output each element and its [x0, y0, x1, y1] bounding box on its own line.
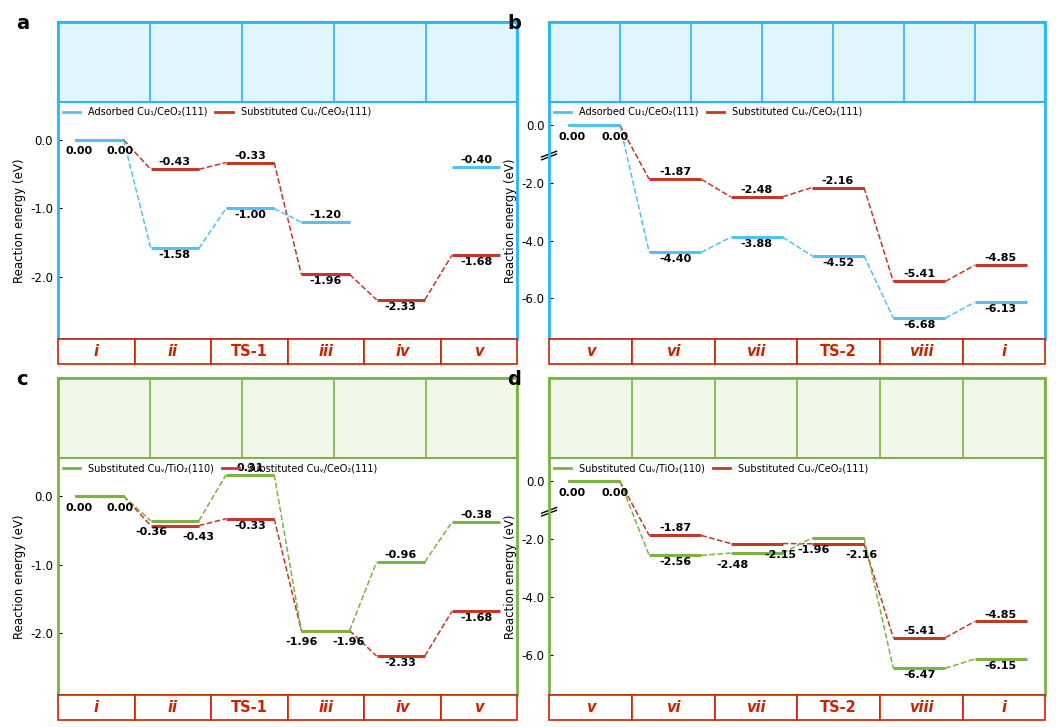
- Y-axis label: Reaction energy (eV): Reaction energy (eV): [13, 515, 26, 639]
- Text: 0.00: 0.00: [559, 488, 586, 498]
- Y-axis label: Reaction energy (eV): Reaction energy (eV): [504, 515, 517, 639]
- Y-axis label: Reaction energy (eV): Reaction energy (eV): [13, 158, 26, 283]
- Text: -2.16: -2.16: [846, 550, 878, 561]
- Text: 0.00: 0.00: [107, 502, 134, 513]
- Text: ii: ii: [168, 344, 177, 358]
- Text: -1.96: -1.96: [333, 637, 365, 647]
- Text: 0.00: 0.00: [65, 502, 92, 513]
- Text: vii: vii: [747, 700, 766, 715]
- Legend: Substituted Cuᵥ/TiO₂(110), Substituted Cuᵥ/CeO₂(111): Substituted Cuᵥ/TiO₂(110), Substituted C…: [59, 459, 381, 477]
- Text: -0.36: -0.36: [135, 527, 168, 537]
- Text: v: v: [586, 344, 596, 358]
- Text: -2.48: -2.48: [717, 560, 749, 569]
- Text: vi: vi: [666, 700, 680, 715]
- Legend: Adsorbed Cu₁/CeO₂(111), Substituted Cuᵥ/CeO₂(111): Adsorbed Cu₁/CeO₂(111), Substituted Cuᵥ/…: [550, 103, 866, 121]
- Text: -4.85: -4.85: [984, 253, 1017, 263]
- Text: iii: iii: [319, 700, 334, 715]
- Text: -5.41: -5.41: [903, 270, 936, 279]
- Text: i: i: [94, 700, 99, 715]
- Text: -6.15: -6.15: [984, 661, 1017, 671]
- Text: -5.41: -5.41: [903, 626, 936, 635]
- Text: v: v: [474, 700, 484, 715]
- Text: -0.33: -0.33: [234, 521, 266, 531]
- Text: 0.00: 0.00: [602, 132, 628, 142]
- Text: -1.58: -1.58: [158, 250, 191, 260]
- Text: -2.48: -2.48: [740, 185, 773, 195]
- Text: ii: ii: [168, 700, 177, 715]
- Text: a: a: [16, 14, 29, 33]
- Text: iv: iv: [395, 700, 410, 715]
- Text: -1.96: -1.96: [309, 276, 341, 286]
- Text: iii: iii: [319, 344, 334, 358]
- Text: d: d: [507, 370, 521, 390]
- Text: -1.87: -1.87: [659, 167, 692, 177]
- Legend: Adsorbed Cu₁/CeO₂(111), Substituted Cuᵥ/CeO₂(111): Adsorbed Cu₁/CeO₂(111), Substituted Cuᵥ/…: [59, 103, 375, 121]
- Text: b: b: [507, 14, 521, 33]
- Text: -3.88: -3.88: [740, 239, 773, 249]
- Text: v: v: [586, 700, 596, 715]
- Text: -6.47: -6.47: [903, 670, 936, 680]
- Legend: Substituted Cuᵥ/TiO₂(110), Substituted Cuᵥ/CeO₂(111): Substituted Cuᵥ/TiO₂(110), Substituted C…: [550, 459, 872, 477]
- Text: -4.40: -4.40: [659, 254, 692, 264]
- Text: -1.20: -1.20: [309, 210, 341, 220]
- Text: -0.40: -0.40: [460, 156, 492, 165]
- Text: c: c: [16, 370, 27, 390]
- Text: -2.33: -2.33: [384, 658, 417, 668]
- Text: -0.43: -0.43: [182, 532, 214, 542]
- Text: i: i: [1001, 344, 1006, 358]
- Text: -6.13: -6.13: [984, 304, 1017, 314]
- Text: viii: viii: [909, 344, 934, 358]
- Text: TS-2: TS-2: [821, 700, 857, 715]
- Text: vii: vii: [747, 344, 766, 358]
- Text: 0.00: 0.00: [602, 488, 628, 498]
- Text: TS-2: TS-2: [821, 344, 857, 358]
- Text: -4.85: -4.85: [984, 609, 1017, 619]
- Text: -1.68: -1.68: [460, 614, 492, 623]
- Text: -1.96: -1.96: [286, 637, 318, 647]
- Text: TS-1: TS-1: [231, 344, 268, 358]
- Text: i: i: [1001, 700, 1006, 715]
- Text: 0.31: 0.31: [237, 463, 264, 473]
- Text: -2.15: -2.15: [765, 550, 796, 560]
- Text: vi: vi: [666, 344, 680, 358]
- Text: -2.33: -2.33: [384, 302, 417, 313]
- Text: iv: iv: [395, 344, 410, 358]
- Text: -6.68: -6.68: [903, 320, 936, 330]
- Text: -0.96: -0.96: [384, 550, 417, 560]
- Text: -0.38: -0.38: [460, 510, 492, 521]
- Text: -1.87: -1.87: [659, 523, 692, 534]
- Text: -2.16: -2.16: [822, 176, 854, 185]
- Text: v: v: [474, 344, 484, 358]
- Text: i: i: [94, 344, 99, 358]
- Text: -0.43: -0.43: [158, 158, 191, 167]
- Y-axis label: Reaction energy (eV): Reaction energy (eV): [504, 158, 517, 283]
- Text: -1.96: -1.96: [797, 545, 830, 555]
- Text: viii: viii: [909, 700, 934, 715]
- Text: -1.00: -1.00: [234, 210, 266, 220]
- Text: -1.68: -1.68: [460, 257, 492, 267]
- Text: TS-1: TS-1: [231, 700, 268, 715]
- Text: 0.00: 0.00: [107, 146, 134, 156]
- Text: 0.00: 0.00: [65, 146, 92, 156]
- Text: -2.56: -2.56: [659, 558, 692, 567]
- Text: -0.33: -0.33: [234, 150, 266, 161]
- Text: -4.52: -4.52: [822, 257, 854, 268]
- Text: 0.00: 0.00: [559, 132, 586, 142]
